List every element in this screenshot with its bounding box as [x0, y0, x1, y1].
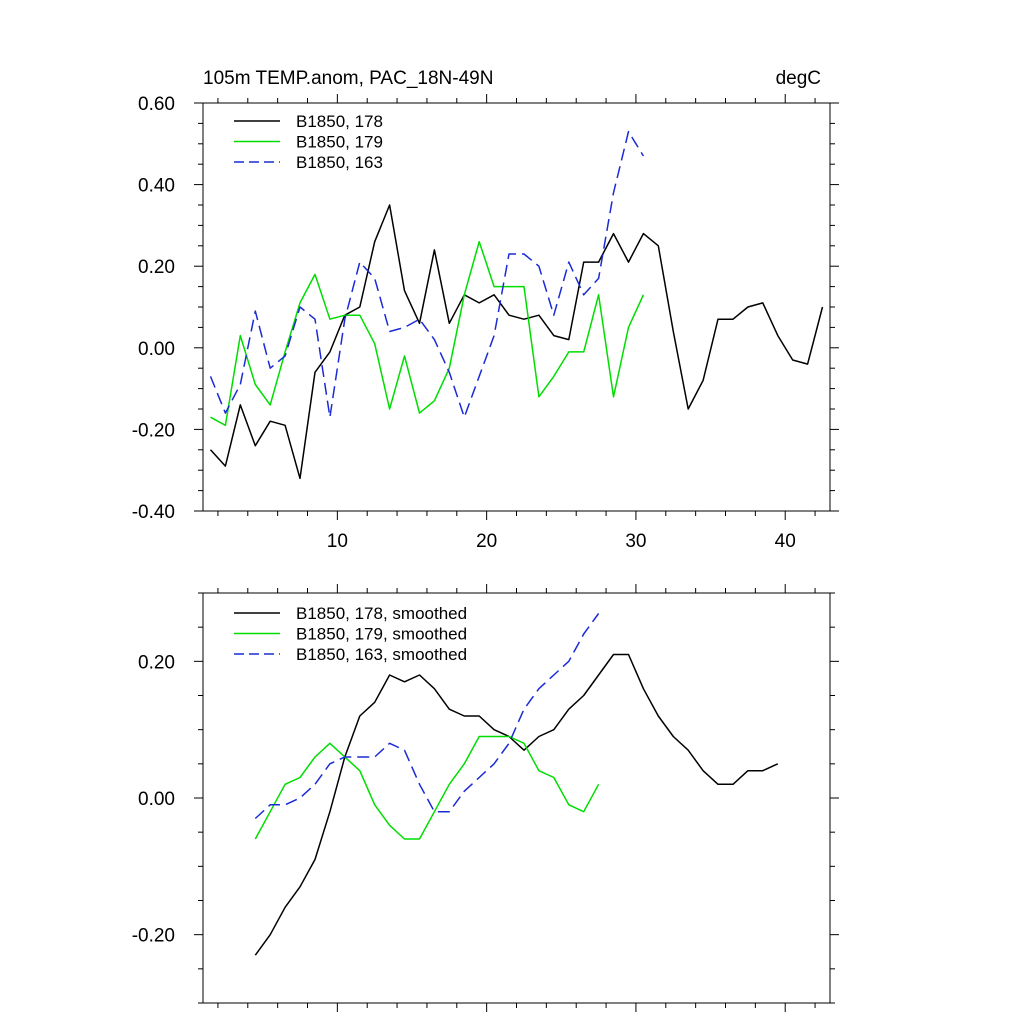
top-panel: 105m TEMP.anom, PAC_18N-49N degC 10 20 30 4…: [132, 68, 839, 552]
legend-label: B1850, 163: [296, 153, 383, 172]
y-tick-label: -0.20: [132, 926, 175, 947]
series-line: [210, 240, 645, 427]
series-line: [209, 204, 824, 480]
y-tick-label: 0.20: [138, 652, 175, 673]
series-line: [254, 653, 779, 956]
x-tick-label: 40: [775, 531, 796, 552]
series-line: [254, 735, 600, 840]
tick-group: 10 20 30 40 -0.40 -0.20 0.00 0.20 0.40 0.60: [132, 94, 839, 552]
bottom-panel: -0.200.000.20 B1850, 178, smoothedB1850,…: [132, 584, 839, 1012]
legend-label: B1850, 179, smoothed: [296, 625, 467, 644]
x-tick-label: 30: [625, 531, 646, 552]
chart-title: 105m TEMP.anom, PAC_18N-49N: [203, 68, 493, 89]
legend: B1850, 178, smoothed B1850, 179, smoothed…: [234, 604, 467, 664]
series-group: [254, 613, 779, 956]
y-tick-label: 0.40: [138, 176, 175, 197]
legend-label: B1850, 178: [296, 112, 383, 131]
y-tick-label: 0.00: [138, 339, 175, 360]
series-line: [254, 613, 600, 820]
legend-label: B1850, 163, smoothed: [296, 645, 467, 664]
y-tick-label: 0.20: [138, 257, 175, 278]
y-tick-label: -0.40: [132, 502, 175, 523]
tick-group: -0.20 0.00 0.20: [132, 584, 839, 1012]
legend-label: B1850, 179: [296, 133, 383, 152]
series-group: [209, 130, 824, 480]
chart-units: degC: [776, 68, 821, 89]
x-tick-label: 10: [327, 531, 348, 552]
y-tick-label: -0.20: [132, 420, 175, 441]
x-tick-label: 20: [476, 531, 497, 552]
series-line: [209, 130, 645, 418]
legend-label: B1850, 178, smoothed: [296, 604, 467, 623]
y-tick-label: 0.60: [138, 94, 175, 115]
y-tick-label: 0.00: [138, 789, 175, 810]
